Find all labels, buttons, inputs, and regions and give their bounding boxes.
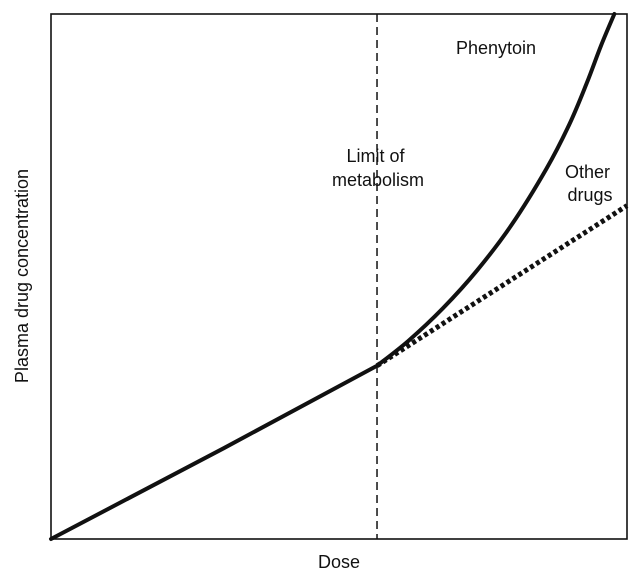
phenytoin-label: Phenytoin — [456, 38, 536, 58]
y-axis-label: Plasma drug concentration — [12, 169, 32, 383]
other-drugs-label: Other drugs — [565, 162, 615, 205]
other-drugs-line — [375, 203, 629, 368]
annotation-line-2: metabolism — [332, 170, 424, 190]
phenytoin-curve — [49, 12, 617, 541]
annotation-line-1: Limit of — [346, 146, 405, 166]
limit-of-metabolism-label: Limit of metabolism — [332, 146, 424, 190]
x-axis-label: Dose — [318, 552, 360, 572]
plot-frame — [50, 13, 628, 540]
